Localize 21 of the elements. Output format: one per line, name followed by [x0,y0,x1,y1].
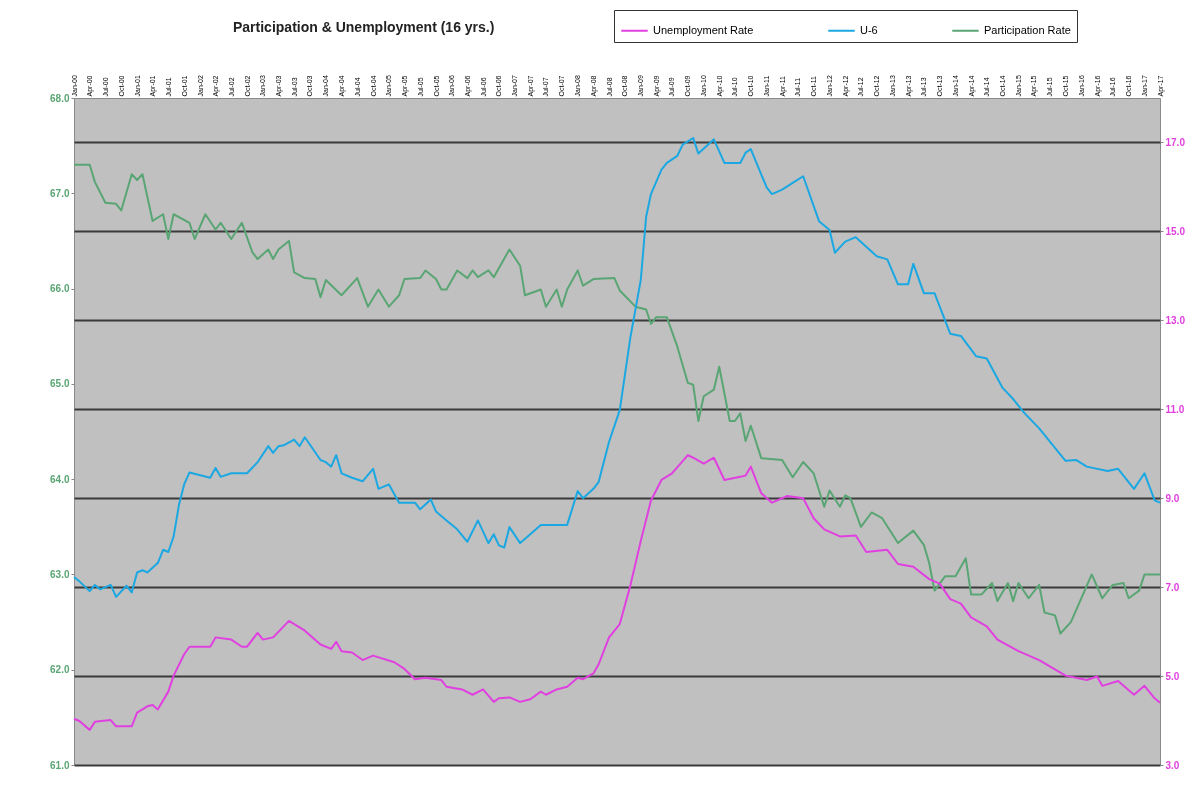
y2-tick-label: 3.0 [1165,759,1180,771]
y-tick-label: 68.0 [50,92,70,104]
legend-label: Unemployment Rate [653,23,754,36]
y2-tick-label: 11.0 [1165,403,1185,415]
line-series [73,454,1161,731]
legend-label: U-6 [860,23,878,36]
y-tick-label: 63.0 [50,568,70,580]
y2-tick-label: 17.0 [1165,136,1186,148]
chart-title: Participation & Unemployment (16 yrs.) [233,19,495,35]
y2-tick-label: 5.0 [1165,670,1180,682]
y-tick-label: 64.0 [50,473,70,485]
y-tick-label: 67.0 [50,187,70,199]
y2-tick-label: 13.0 [1165,314,1186,326]
legend-label: Participation Rate [984,23,1071,36]
y-tick-label: 61.0 [50,759,70,771]
y2-tick-label: 9.0 [1165,492,1180,504]
y-tick-label: 62.0 [50,664,70,676]
y2-tick-label: 7.0 [1165,581,1180,593]
y2-tick-label: 15.0 [1165,225,1186,237]
y-tick-label: 65.0 [50,378,70,390]
y-tick-label: 66.0 [50,283,70,295]
